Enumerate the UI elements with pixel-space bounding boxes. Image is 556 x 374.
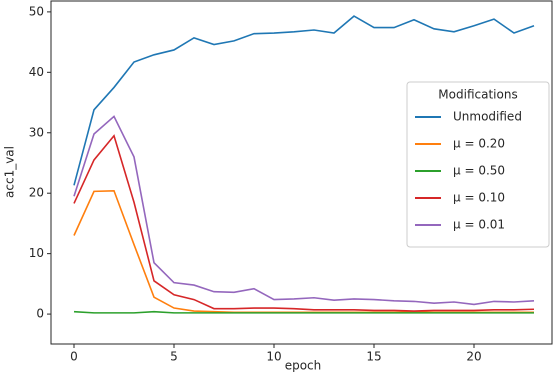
x-tick-label: 5 bbox=[170, 350, 178, 364]
legend-label: μ = 0.20 bbox=[453, 137, 505, 151]
plot-frame bbox=[50, 0, 553, 345]
y-tick-label: 10 bbox=[29, 246, 44, 260]
legend-label: Unmodified bbox=[453, 110, 522, 124]
y-tick-label: 50 bbox=[29, 4, 44, 18]
legend-label: μ = 0.01 bbox=[453, 218, 505, 232]
legend-title: Modifications bbox=[438, 88, 517, 102]
x-axis-label: epoch bbox=[285, 359, 322, 373]
y-tick-label: 40 bbox=[29, 65, 44, 79]
x-tick-label: 0 bbox=[70, 350, 78, 364]
legend-box bbox=[406, 81, 550, 248]
series-line bbox=[73, 134, 535, 312]
series-line bbox=[73, 115, 535, 306]
y-axis-label: acc1_val bbox=[3, 146, 17, 198]
legend-label: μ = 0.10 bbox=[453, 191, 505, 205]
x-tick-label: 15 bbox=[366, 350, 381, 364]
x-tick-label: 10 bbox=[266, 350, 281, 364]
series-line bbox=[73, 310, 534, 314]
y-tick-label: 0 bbox=[36, 307, 44, 321]
x-tick-label: 20 bbox=[466, 350, 481, 364]
legend-label: μ = 0.50 bbox=[453, 164, 505, 178]
y-tick-label: 20 bbox=[29, 186, 44, 200]
y-tick-label: 30 bbox=[29, 125, 44, 139]
series-line bbox=[73, 15, 535, 186]
